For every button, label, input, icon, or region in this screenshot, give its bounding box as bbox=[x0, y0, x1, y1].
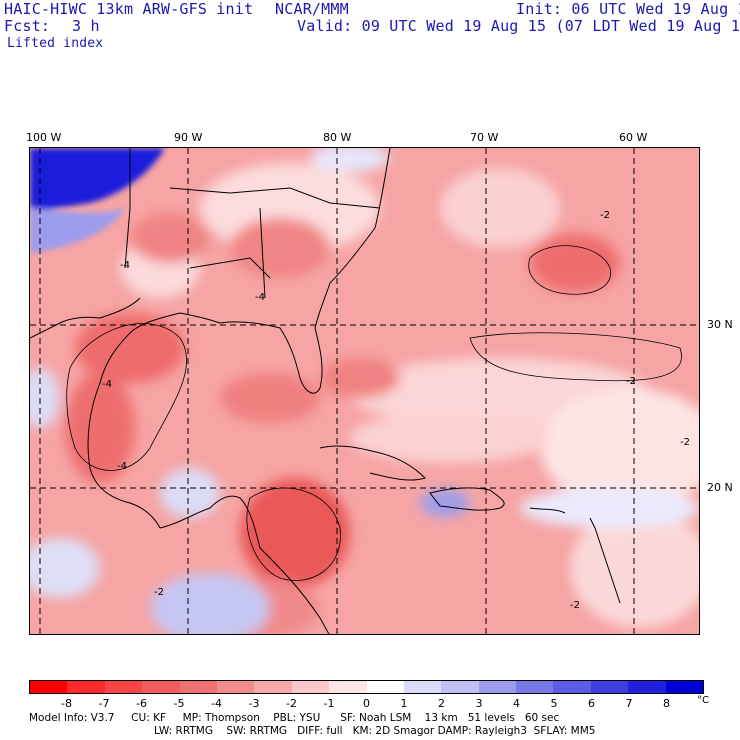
contour-label: -2 bbox=[570, 600, 580, 611]
colorbar-swatch bbox=[104, 681, 143, 693]
colorbar-swatch bbox=[665, 681, 704, 693]
contour-label: -4 bbox=[255, 292, 265, 303]
contours bbox=[66, 245, 682, 581]
lat-label-20n: 20 N bbox=[707, 481, 733, 494]
colorbar-swatch bbox=[30, 681, 68, 693]
colorbar-swatch bbox=[553, 681, 591, 693]
lon-label-60w: 60 W bbox=[619, 131, 648, 144]
contour-label: -4 bbox=[102, 379, 112, 390]
init-time: Init: 06 UTC Wed 19 Aug 15 bbox=[516, 0, 740, 18]
contour-label: -4 bbox=[120, 260, 130, 271]
colorbar-swatch bbox=[366, 681, 404, 693]
colorbar-tick-label: -1 bbox=[323, 697, 335, 710]
contour-label: -2 bbox=[626, 376, 636, 387]
colorbar-swatch bbox=[254, 681, 292, 693]
model-title: HAIC-HIWC 13km ARW-GFS init bbox=[4, 0, 254, 18]
map-canvas: -4 -4 -4 -4 -2 -2 -2 -2 -2 bbox=[30, 148, 699, 634]
colorbar-tick-label: -2 bbox=[286, 697, 297, 710]
colorbar-tick-label: -5 bbox=[173, 697, 185, 710]
colorbar-tick-label: -8 bbox=[61, 697, 72, 710]
colorbar-tick-label: 1 bbox=[400, 697, 408, 710]
colorbar-unit: °C bbox=[697, 695, 709, 706]
field-shading bbox=[30, 148, 699, 634]
contour-label: -2 bbox=[600, 210, 610, 221]
footer-model-info: Model Info: V3.7 CU: KF MP: Thompson PBL… bbox=[29, 712, 560, 724]
colorbar-swatch bbox=[329, 681, 367, 693]
colorbar-tick-label: 7 bbox=[625, 697, 633, 710]
colorbar-swatch bbox=[403, 681, 442, 693]
footer-physics-info: LW: RRTMG SW: RRTMG DIFF: full KM: 2D Sm… bbox=[154, 725, 596, 737]
colorbar-tick-label: -4 bbox=[211, 697, 222, 710]
colorbar-swatch bbox=[628, 681, 666, 693]
colorbar-tick-label: 4 bbox=[513, 697, 520, 710]
colorbar-tick-label: 6 bbox=[588, 697, 595, 710]
colorbar-tick-label: 3 bbox=[475, 697, 483, 710]
colorbar-tick-label: -3 bbox=[248, 697, 260, 710]
colorbar-tick-label: -6 bbox=[136, 697, 147, 710]
lifted-index-map: -4 -4 -4 -4 -2 -2 -2 -2 -2 bbox=[29, 147, 700, 635]
contour-label: -2 bbox=[680, 437, 690, 448]
colorbar-swatch bbox=[590, 681, 629, 693]
graticule bbox=[30, 148, 699, 634]
forecast-value: 3 h bbox=[72, 17, 100, 35]
colorbar-swatch bbox=[478, 681, 517, 693]
colorbar-tick-label: 0 bbox=[363, 697, 370, 710]
contour-label: -4 bbox=[117, 461, 127, 472]
contour-label: -2 bbox=[154, 587, 164, 598]
valid-time: Valid: 09 UTC Wed 19 Aug 15 (07 LDT Wed … bbox=[297, 17, 740, 35]
colorbar-swatch bbox=[516, 681, 554, 693]
colorbar-swatch bbox=[291, 681, 330, 693]
colorbar-swatch bbox=[441, 681, 479, 693]
colorbar-swatch bbox=[142, 681, 180, 693]
colorbar-tick-label: 8 bbox=[663, 697, 670, 710]
lon-label-100w: 100 W bbox=[26, 131, 62, 144]
field-name: Lifted index bbox=[7, 36, 104, 51]
colorbar-swatch bbox=[179, 681, 217, 693]
colorbar bbox=[29, 680, 704, 694]
lat-label-30n: 30 N bbox=[707, 318, 733, 331]
colorbar-tick-label: -7 bbox=[98, 697, 110, 710]
colorbar-swatch bbox=[216, 681, 255, 693]
agency-label: NCAR/MMM bbox=[275, 0, 349, 18]
lon-label-80w: 80 W bbox=[323, 131, 352, 144]
high-stability-region bbox=[30, 148, 165, 212]
forecast-label: Fcst: bbox=[4, 17, 51, 35]
lon-label-90w: 90 W bbox=[174, 131, 203, 144]
lon-label-70w: 70 W bbox=[470, 131, 499, 144]
colorbar-tick-label: 5 bbox=[550, 697, 558, 710]
colorbar-tick-label: 2 bbox=[438, 697, 445, 710]
colorbar-swatch bbox=[67, 681, 105, 693]
